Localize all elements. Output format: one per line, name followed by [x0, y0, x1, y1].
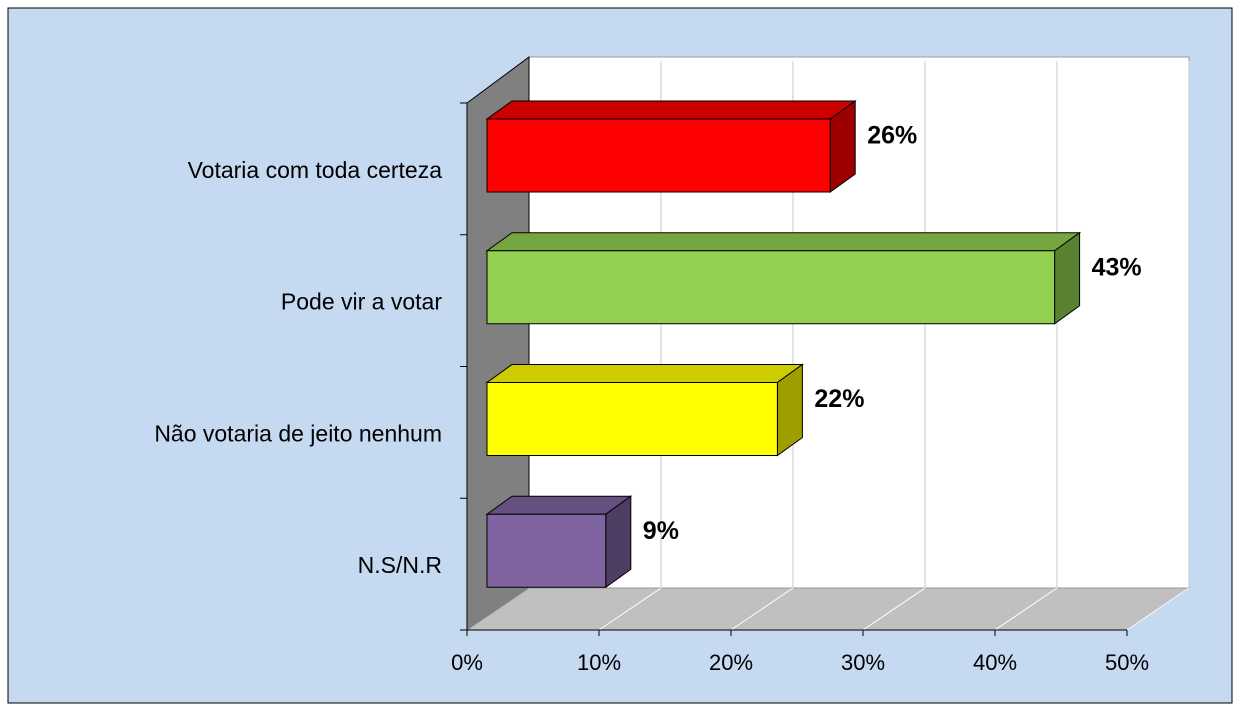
- bar: [486, 513, 607, 588]
- y-tick-label: Não votaria de jeito nenhum: [154, 420, 442, 446]
- x-tick-label: 40%: [973, 650, 1017, 675]
- bar-top: [485, 100, 857, 120]
- value-label: 22%: [814, 385, 864, 413]
- y-tick-label: N.S/N.R: [358, 552, 442, 578]
- floor: [465, 587, 1191, 631]
- value-label: 9%: [643, 517, 679, 545]
- x-tick-label: 50%: [1105, 650, 1149, 675]
- value-label: 26%: [867, 122, 917, 150]
- y-tick-label: Pode vir a votar: [281, 289, 442, 315]
- grid-line: [994, 587, 1058, 631]
- grid-line: [862, 587, 926, 631]
- value-label: 43%: [1092, 253, 1142, 281]
- bar-top: [485, 364, 804, 383]
- grid-line: [730, 587, 794, 631]
- bar: [486, 382, 778, 456]
- grid-line: [1126, 587, 1190, 631]
- grid-line: [598, 587, 662, 631]
- y-tick-label: Votaria com toda certeza: [188, 157, 443, 183]
- x-tick-label: 10%: [577, 650, 621, 675]
- bar-top: [485, 232, 1082, 252]
- x-tick-label: 30%: [841, 650, 885, 675]
- bar: [486, 250, 1056, 325]
- x-tick-label: 20%: [709, 650, 753, 675]
- bar: [486, 118, 831, 193]
- x-tick-label: 0%: [451, 650, 483, 675]
